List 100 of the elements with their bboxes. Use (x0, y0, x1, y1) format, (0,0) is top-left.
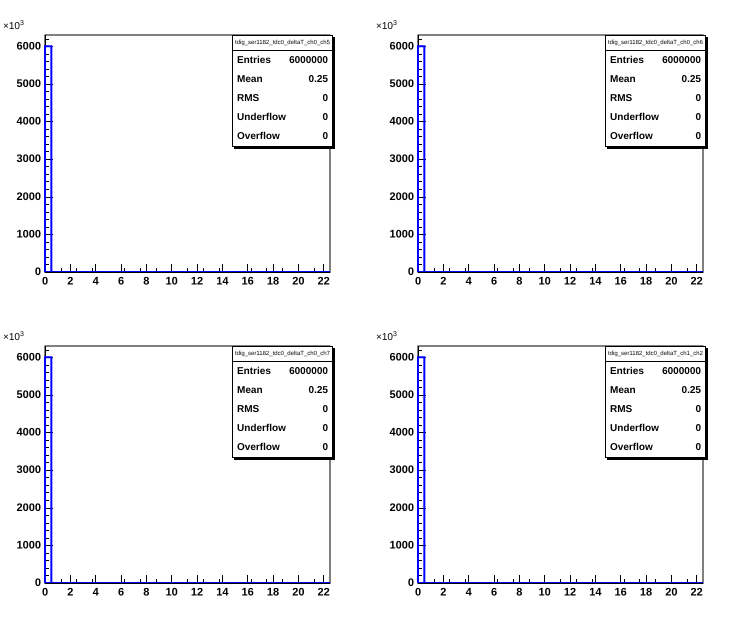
y-tick-label: 5000 (390, 388, 414, 401)
x-tick-label: 14 (216, 586, 230, 598)
x-tick-label: 18 (266, 586, 280, 598)
y-tick-label: 4000 (16, 426, 41, 439)
x-tick-label: 8 (516, 586, 522, 598)
x-tick-label: 16 (242, 586, 254, 598)
x-tick-label: 10 (538, 586, 551, 598)
x-tick-label: 2 (67, 276, 74, 288)
annotation: 0.25 (682, 384, 701, 398)
annotation: Mean (237, 384, 263, 398)
x-tick-label: 10 (538, 276, 551, 288)
annotation: RMS (610, 92, 632, 106)
y-tick-label: 5000 (16, 78, 41, 90)
x-tick-label: 12 (190, 276, 204, 288)
y-tick-label: 3000 (390, 464, 414, 476)
y-tick-label: 4000 (390, 116, 414, 128)
x-tick-label: 4 (92, 276, 100, 288)
annotation: Overflow (237, 441, 280, 455)
annotation: 0 (695, 130, 701, 144)
y-tick-label: 6000 (390, 351, 414, 364)
x-tick-label: 6 (118, 276, 124, 288)
x-tick-label: 12 (190, 586, 204, 598)
annotation: 0.25 (308, 384, 328, 398)
x-tick-label: 4 (466, 276, 473, 288)
y-tick-label: 0 (34, 577, 41, 589)
y-tick-label: 0 (408, 577, 414, 589)
x-tick-label: 4 (466, 586, 473, 598)
y-tick-label: 0 (408, 266, 414, 278)
annotation: 0 (322, 111, 328, 125)
annotation: 0 (322, 422, 328, 436)
annotation: 0.25 (308, 73, 328, 87)
annotation: 6000000 (662, 54, 701, 68)
y-tick-label: 2000 (390, 190, 414, 203)
x-tick-label: 22 (690, 586, 703, 598)
annotation: RMS (237, 92, 260, 106)
annotation: Overflow (610, 130, 653, 144)
y-tick-label: 6000 (16, 351, 41, 364)
annotation: Mean (237, 73, 263, 87)
annotation: 0 (322, 441, 328, 455)
annotation: Underflow (610, 111, 659, 125)
y-tick-label: 5000 (390, 78, 414, 90)
x-tick-label: 18 (640, 586, 652, 598)
y-tick-label: 3000 (390, 153, 414, 166)
x-tick-label: 18 (266, 276, 280, 288)
x-tick-label: 6 (118, 586, 124, 598)
x-tick-label: 22 (318, 276, 330, 288)
x-tick-label: 18 (640, 276, 652, 288)
annotation: 0 (695, 92, 701, 106)
annotation: 0 (322, 130, 328, 144)
annotation: 0 (322, 92, 328, 106)
annotation: 0 (695, 441, 701, 455)
annotation: 0 (695, 111, 701, 125)
annotation: RMS (237, 403, 260, 417)
annotation: 6000000 (289, 54, 328, 68)
annotation: 0.25 (682, 73, 701, 87)
x-tick-label: 14 (216, 276, 230, 288)
annotation: Entries (610, 54, 644, 68)
x-tick-label: 20 (665, 276, 678, 288)
x-tick-label: 8 (516, 276, 522, 288)
x-tick-label: 4 (92, 586, 100, 598)
x-tick-label: 22 (690, 276, 703, 288)
y-tick-label: 2000 (16, 502, 41, 514)
annotation: 0 (322, 403, 328, 417)
x-tick-label: 2 (67, 586, 74, 598)
annotation: Mean (610, 73, 636, 87)
y-tick-label: 2000 (390, 502, 414, 514)
y-tick-label: 1000 (390, 539, 414, 552)
y-tick-label: 1000 (16, 539, 41, 552)
annotation: Underflow (237, 111, 286, 125)
annotation: Entries (237, 365, 271, 379)
x-tick-label: 20 (292, 276, 304, 288)
y-tick-label: 0 (34, 266, 41, 278)
x-tick-label: 6 (490, 276, 498, 288)
x-tick-label: 10 (166, 276, 178, 288)
x-tick-label: 10 (166, 586, 178, 598)
x-tick-label: 6 (490, 586, 498, 598)
annotation: Underflow (610, 422, 659, 436)
x-tick-label: 20 (665, 586, 678, 598)
annotation: Overflow (610, 441, 653, 455)
annotation: Entries (237, 54, 271, 68)
x-tick-label: 16 (614, 276, 627, 288)
x-tick-label: 8 (143, 586, 150, 598)
x-tick-label: 14 (589, 276, 602, 288)
annotation: RMS (610, 403, 632, 417)
y-tick-label: 5000 (16, 388, 41, 401)
x-tick-label: 2 (440, 586, 446, 598)
x-tick-label: 20 (292, 586, 304, 598)
y-tick-label: 1000 (16, 228, 41, 240)
x-tick-label: 22 (318, 586, 330, 598)
y-tick-label: 3000 (16, 464, 41, 476)
y-tick-label: 4000 (16, 116, 41, 128)
y-tick-label: 6000 (16, 40, 41, 52)
y-tick-label: 3000 (16, 153, 41, 166)
y-tick-label: 4000 (390, 426, 414, 439)
y-tick-label: 6000 (390, 40, 414, 52)
x-tick-label: 12 (564, 586, 576, 598)
x-tick-label: 8 (143, 276, 150, 288)
x-tick-label: 14 (589, 586, 602, 598)
annotation: Mean (610, 384, 636, 398)
annotation: Entries (610, 365, 644, 379)
